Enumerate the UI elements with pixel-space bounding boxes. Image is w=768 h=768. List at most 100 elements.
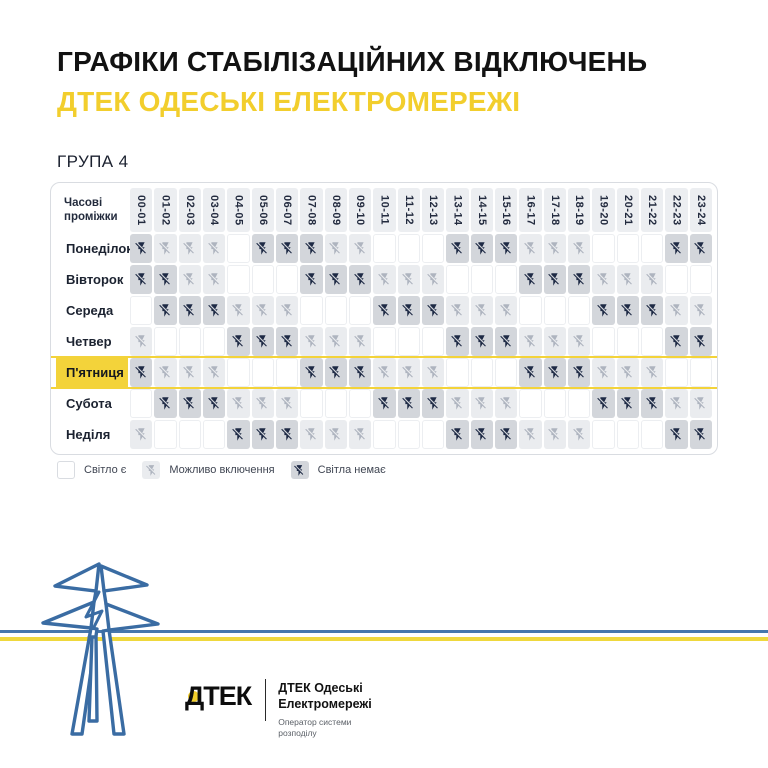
schedule-cell-maybe	[689, 296, 712, 325]
schedule-cell-off	[154, 389, 177, 418]
schedule-cell-maybe	[543, 420, 566, 449]
time-header-cell: 10-11	[373, 188, 396, 232]
schedule-cell-maybe	[373, 358, 396, 387]
schedule-cell-on	[470, 265, 493, 294]
flash-off-icon	[256, 242, 268, 255]
flash-off-icon	[597, 397, 608, 410]
flash-off-icon	[353, 242, 365, 255]
schedule-cell-on	[568, 389, 591, 418]
flash-off-icon	[621, 397, 633, 410]
schedule-cell-off	[397, 296, 420, 325]
schedule-cell-maybe	[251, 296, 274, 325]
time-intervals-corner-label: Часові проміжки	[56, 188, 128, 232]
schedule-table: Часові проміжки 00-01 01-02 02-03 03-04 04-05…	[50, 182, 718, 455]
schedule-cell-maybe	[130, 420, 153, 449]
schedule-cell-maybe	[397, 358, 420, 387]
flash-off-icon	[499, 242, 511, 255]
schedule-cell-maybe	[251, 389, 274, 418]
schedule-cell-off	[373, 389, 396, 418]
flash-off-icon	[670, 428, 681, 441]
flash-off-icon	[548, 366, 560, 379]
flash-off-icon	[305, 366, 316, 379]
flash-off-icon	[572, 428, 584, 441]
time-header-cell: 13-14	[446, 188, 469, 232]
flash-off-icon	[305, 273, 316, 286]
schedule-cell-maybe	[592, 265, 615, 294]
schedule-cell-maybe	[519, 234, 542, 263]
schedule-cell-on	[446, 265, 469, 294]
flash-off-icon	[402, 366, 414, 379]
flash-off-icon	[621, 273, 633, 286]
flash-off-icon	[548, 273, 560, 286]
schedule-cell-on	[665, 265, 688, 294]
flash-off-icon	[451, 242, 462, 255]
schedule-cell-off	[276, 327, 299, 356]
group-label: ГРУПА 4	[57, 152, 129, 171]
time-header-cell: 16-17	[519, 188, 542, 232]
schedule-cell-off	[689, 327, 712, 356]
time-header-cell: 20-21	[616, 188, 639, 232]
day-label: Вівторок	[56, 265, 128, 294]
schedule-grid: Часові проміжки 00-01 01-02 02-03 03-04 04-05…	[51, 188, 717, 449]
schedule-cell-on	[178, 420, 201, 449]
flash-off-icon	[183, 242, 195, 255]
flash-off-icon	[280, 242, 292, 255]
schedule-cell-on	[446, 358, 469, 387]
schedule-cell-maybe	[178, 358, 201, 387]
schedule-cell-maybe	[227, 296, 250, 325]
schedule-cell-maybe	[349, 420, 372, 449]
flash-off-icon	[645, 397, 657, 410]
schedule-cell-on	[592, 327, 615, 356]
schedule-cell-on	[665, 358, 688, 387]
flash-off-icon	[256, 304, 268, 317]
schedule-cell-off	[592, 389, 615, 418]
schedule-cell-off	[446, 327, 469, 356]
flash-off-icon	[694, 335, 706, 348]
schedule-cell-maybe	[422, 358, 445, 387]
day-label: Неділя	[56, 420, 128, 449]
legend-item-maybe-on: Можливо включення	[142, 461, 275, 479]
schedule-cell-off	[154, 265, 177, 294]
flash-off-icon	[451, 397, 462, 410]
schedule-cell-maybe	[543, 234, 566, 263]
schedule-cell-off	[130, 358, 153, 387]
schedule-cell-on	[641, 420, 664, 449]
flash-off-icon	[280, 335, 292, 348]
flash-off-icon	[670, 304, 681, 317]
schedule-cell-off	[349, 358, 372, 387]
flash-off-icon	[402, 304, 414, 317]
schedule-cell-on	[300, 296, 323, 325]
flash-off-icon	[134, 335, 146, 348]
flash-off-icon	[290, 461, 309, 479]
flash-off-icon	[329, 366, 341, 379]
flash-off-icon	[280, 304, 292, 317]
time-header-row: Часові проміжки 00-01 01-02 02-03 03-04 04-05…	[56, 188, 712, 232]
flash-off-icon	[256, 335, 268, 348]
flash-off-icon	[145, 464, 156, 476]
company-name: ДТЕК Одеські Електромережі	[278, 681, 372, 712]
time-header-cell: 01-02	[154, 188, 177, 232]
flash-off-icon	[426, 366, 438, 379]
schedule-cell-on	[154, 420, 177, 449]
schedule-cell-off	[495, 327, 518, 356]
schedule-cell-off	[300, 234, 323, 263]
schedule-cell-maybe	[203, 234, 226, 263]
time-header-cell: 19-20	[592, 188, 615, 232]
flash-off-icon	[670, 242, 681, 255]
flash-off-icon	[353, 366, 365, 379]
schedule-cell-off	[470, 327, 493, 356]
schedule-cell-on	[178, 327, 201, 356]
schedule-cell-off	[519, 265, 542, 294]
time-header-cell: 11-12	[397, 188, 420, 232]
schedule-cell-on	[227, 234, 250, 263]
legend-label: Світло є	[84, 464, 127, 476]
schedule-cell-on	[324, 296, 347, 325]
flash-off-icon	[499, 428, 511, 441]
schedule-cell-maybe	[300, 420, 323, 449]
schedule-cell-off	[130, 265, 153, 294]
flash-off-icon	[207, 273, 219, 286]
company-subtitle: ДТЕК ОДЕСЬКІ ЕЛЕКТРОМЕРЕЖІ	[57, 86, 521, 117]
schedule-cell-on	[276, 265, 299, 294]
flash-off-icon	[475, 304, 487, 317]
schedule-cell-on	[592, 234, 615, 263]
